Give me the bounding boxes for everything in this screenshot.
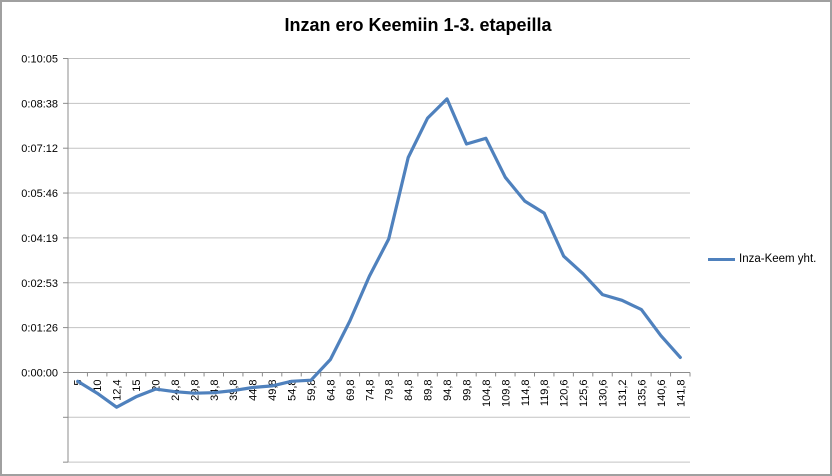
- x-axis-tick-label: 15: [131, 379, 143, 391]
- x-axis-tick-label: 24,8: [170, 379, 182, 400]
- x-axis-tick-label: 131,2: [617, 379, 629, 407]
- x-axis-tick-label: 109,8: [500, 379, 512, 407]
- x-axis-tick-label: 119,8: [539, 379, 551, 406]
- x-axis-tick-label: 130,6: [598, 379, 610, 407]
- x-axis-tick-label: 79,8: [384, 379, 396, 400]
- x-axis-tick-label: 84,8: [403, 379, 415, 400]
- x-axis-tick-label: 125,6: [578, 379, 590, 407]
- y-axis-tick-label: 0:07:12: [21, 143, 58, 155]
- x-axis-tick-label: 120,6: [559, 379, 571, 407]
- y-axis-tick-label: 0:04:19: [21, 233, 58, 245]
- series-line-inza-keem[interactable]: [76, 97, 682, 409]
- x-axis-tick-label: 54,8: [287, 379, 299, 400]
- x-axis-tick-label: 69,8: [345, 379, 357, 400]
- legend-label: Inza-Keem yht.: [739, 253, 817, 265]
- x-axis-tick-label: 44,8: [248, 379, 260, 400]
- legend[interactable]: Inza-Keem yht.: [708, 253, 816, 265]
- x-axis-tick-label: 114,8: [520, 379, 532, 406]
- x-axis-tick-label: 34,8: [209, 379, 221, 400]
- x-axis-tick-label: 141,8: [675, 379, 687, 407]
- x-axis-tick-label: 12,4: [112, 379, 124, 400]
- y-axis-tick-label: 0:02:53: [21, 278, 58, 290]
- x-axis-tick-label: 99,8: [461, 379, 473, 400]
- x-axis-tick-label: 59,8: [306, 379, 318, 400]
- legend-line-swatch-icon: [708, 257, 735, 261]
- y-axis-tick-label: 0:10:05: [21, 54, 58, 66]
- x-axis-tick-label: 49,8: [267, 379, 279, 400]
- x-axis-tick-label: 135,6: [636, 379, 648, 407]
- y-axis-tick-label: 0:00:00: [21, 367, 58, 379]
- x-axis-tick-label: 29,8: [189, 379, 201, 400]
- y-axis-tick-label: 0:08:38: [21, 98, 58, 110]
- x-axis-tick-label: 94,8: [442, 379, 454, 400]
- y-axis-tick-label: 0:05:46: [21, 188, 58, 200]
- x-axis-tick-label: 64,8: [325, 379, 337, 400]
- x-axis-tick-label: 89,8: [423, 379, 435, 400]
- x-axis-tick-label: 140,6: [656, 379, 668, 407]
- y-axis-tick-label: 0:01:26: [21, 323, 58, 335]
- x-axis-tick-label: 74,8: [364, 379, 376, 400]
- x-axis-tick-label: 10: [92, 379, 104, 391]
- chart-title: Inzan ero Keemiin 1-3. etapeilla: [284, 15, 552, 35]
- x-axis-tick-label: 104,8: [481, 379, 493, 407]
